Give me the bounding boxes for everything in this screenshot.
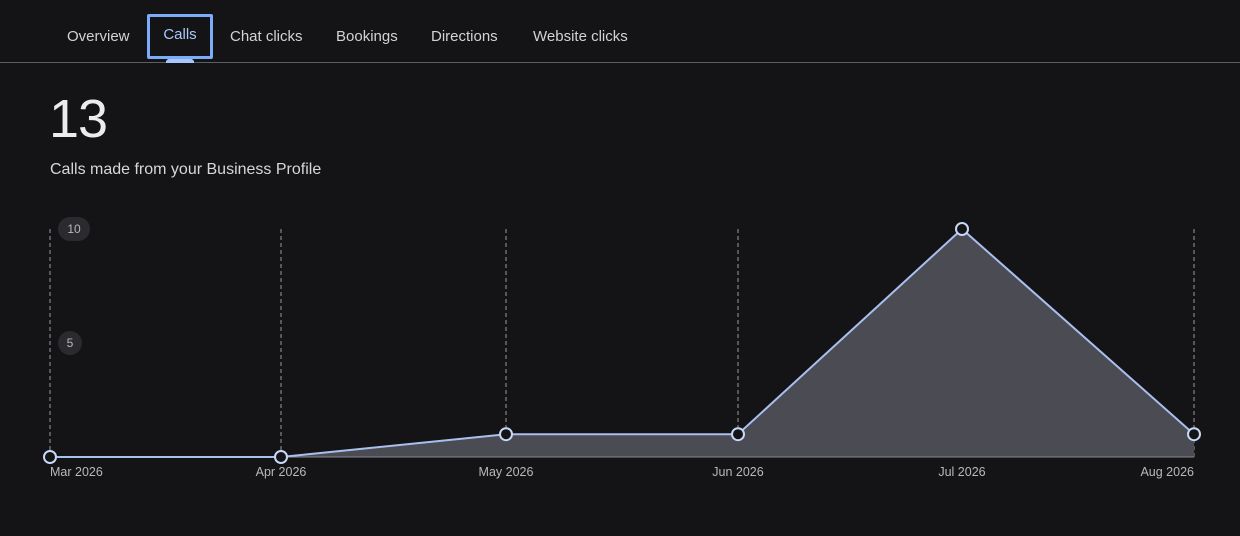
calls-total-value: 13 [49, 89, 108, 149]
tab-overview[interactable]: Overview [67, 28, 130, 45]
active-tab-indicator [166, 59, 194, 63]
x-tick-label-1: Apr 2026 [256, 465, 307, 479]
data-point-1 [274, 450, 288, 464]
calls-total-label: Calls made from your Business Profile [50, 161, 322, 178]
tab-website-clicks[interactable]: Website clicks [533, 28, 628, 45]
x-tick-label-2: May 2026 [479, 465, 534, 479]
data-point-5 [1187, 427, 1201, 442]
tab-bar: Overview Calls Chat clicks Bookings Dire… [0, 0, 1240, 63]
series-area [50, 229, 1194, 457]
tab-calls[interactable]: Calls [147, 14, 213, 59]
x-tick-label-0: Mar 2026 [50, 465, 103, 479]
x-tick-label-3: Jun 2026 [712, 465, 763, 479]
y-tick-label-5: 5 [67, 336, 74, 350]
series-line [50, 227, 1195, 458]
y-tick-badge-10 [58, 217, 90, 241]
data-point-2 [499, 427, 513, 442]
data-point-4 [955, 222, 969, 236]
x-tick-label-4: Jul 2026 [938, 465, 985, 479]
y-tick-badge-5 [58, 331, 82, 355]
data-point-0 [43, 450, 57, 464]
tab-directions[interactable]: Directions [431, 28, 498, 45]
tab-bookings[interactable]: Bookings [336, 28, 398, 45]
x-tick-label-5: Aug 2026 [1140, 465, 1194, 479]
tab-chat-clicks[interactable]: Chat clicks [230, 28, 303, 45]
y-tick-label-10: 10 [67, 222, 81, 236]
data-point-3 [731, 427, 745, 442]
